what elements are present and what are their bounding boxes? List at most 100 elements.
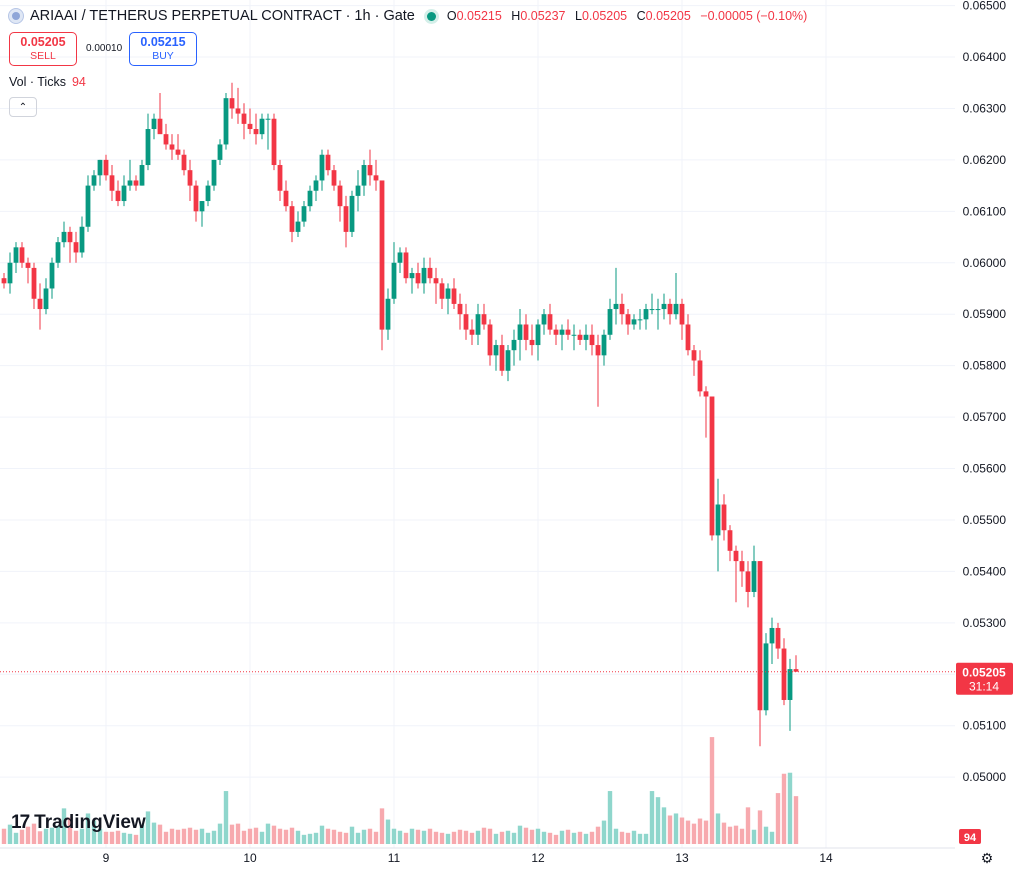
volume-bar (763, 826, 769, 844)
candle-body (583, 334, 589, 340)
x-tick-label: 10 (243, 851, 257, 865)
volume-bar (103, 831, 109, 844)
volume-bar (13, 832, 19, 844)
volume-bar (535, 828, 541, 844)
volume-legend[interactable]: Vol · Ticks 94 (9, 75, 86, 89)
time-axis[interactable]: 9 10 11 12 13 14 (0, 847, 955, 865)
volume-bar (163, 831, 169, 844)
candle-body (787, 669, 793, 700)
candle-body (139, 165, 145, 186)
volume-bar (97, 828, 103, 844)
candle-body (49, 262, 55, 289)
ohlc-readout: O0.05215 H0.05237 L0.05205 C0.05205 −0.0… (446, 9, 808, 23)
volume-bar (217, 823, 223, 844)
collapse-legend-button[interactable]: ⌃ (9, 97, 37, 117)
volume-legend-label: Vol · Ticks (9, 75, 66, 89)
volume-bar (553, 834, 559, 844)
candle-body (409, 273, 415, 279)
volume-bar (325, 828, 331, 844)
candle-body (271, 118, 277, 166)
candle-body (235, 108, 241, 114)
volume-bar (115, 830, 121, 844)
sell-label: SELL (30, 50, 56, 62)
candle-body (667, 303, 673, 315)
candle-body (361, 165, 367, 186)
volume-bar (505, 830, 511, 844)
volume-bar (343, 832, 349, 844)
candle-body (391, 262, 397, 299)
volume-bar (601, 820, 607, 844)
candle-body (37, 298, 43, 310)
symbol-title[interactable]: ARIAAI / TETHERUS PERPETUAL CONTRACT · 1… (30, 8, 415, 24)
volume-bar (469, 832, 475, 844)
sell-button[interactable]: 0.05205 SELL (9, 32, 77, 66)
x-tick-label: 13 (675, 851, 689, 865)
candle-body (91, 175, 97, 186)
price-axis[interactable]: 0.06500 0.06400 0.06300 0.06200 0.06100 0.060… (963, 0, 1007, 784)
tradingview-mark-icon: 17 (11, 812, 30, 833)
buy-button[interactable]: 0.05215 BUY (129, 32, 197, 66)
volume-bar (259, 831, 265, 844)
candle-body (715, 504, 721, 536)
volume-bar (61, 808, 67, 844)
candle-body (469, 329, 475, 335)
candle-body (589, 334, 595, 346)
volume-bar (547, 832, 553, 844)
candle-body (67, 231, 73, 243)
candle-body (121, 185, 127, 202)
volume-bar (373, 831, 379, 844)
candle-body (319, 154, 325, 181)
candle-body (487, 324, 493, 356)
volume-bar (649, 791, 655, 844)
candle-body (259, 118, 265, 135)
volume-bar (583, 833, 589, 844)
candle-body (313, 180, 319, 191)
x-tick-label: 14 (819, 851, 833, 865)
volume-bar (145, 811, 151, 844)
candle-body (697, 360, 703, 392)
volume-bar (499, 831, 505, 844)
volume-bar (319, 825, 325, 844)
candle-body (403, 252, 409, 279)
candle-body (187, 170, 193, 186)
volume-bar (679, 817, 685, 844)
y-tick-label: 0.06200 (963, 153, 1007, 167)
candle-body (199, 201, 205, 212)
y-tick-label: 0.05300 (963, 616, 1007, 630)
volume-bar (79, 828, 85, 844)
volume-tag: 94 (959, 829, 981, 844)
volume-bar (493, 833, 499, 844)
close-value: 0.05205 (645, 9, 691, 23)
volume-bar (463, 830, 469, 844)
volume-bar (721, 822, 727, 844)
gear-icon[interactable]: ⚙ (980, 850, 994, 866)
candle-body (541, 314, 547, 325)
volume-bar (625, 832, 631, 844)
y-tick-label: 0.06500 (963, 0, 1007, 13)
candle-body (451, 288, 457, 304)
candle-body (385, 298, 391, 330)
candle-body (133, 180, 139, 186)
candle-body (109, 175, 115, 191)
volume-bar (385, 819, 391, 844)
tradingview-logo[interactable]: 17 TradingView (11, 812, 146, 834)
candle-body (253, 129, 259, 135)
volume-bar (703, 820, 709, 844)
volume-bar (667, 815, 673, 844)
candle-body (241, 113, 247, 124)
candle-body (637, 319, 643, 321)
candle-body (559, 329, 565, 335)
candle-body (661, 303, 667, 310)
candle-body (685, 324, 691, 351)
chevron-up-icon: ⌃ (18, 101, 28, 113)
candle-body (295, 221, 301, 232)
candle-body (73, 242, 79, 253)
volume-bar (19, 829, 25, 844)
volume-bar (109, 831, 115, 844)
volume-bar (541, 831, 547, 844)
grid (0, 0, 955, 848)
volume-bar (643, 833, 649, 844)
candle-body (175, 149, 181, 155)
candle-body (649, 309, 655, 311)
